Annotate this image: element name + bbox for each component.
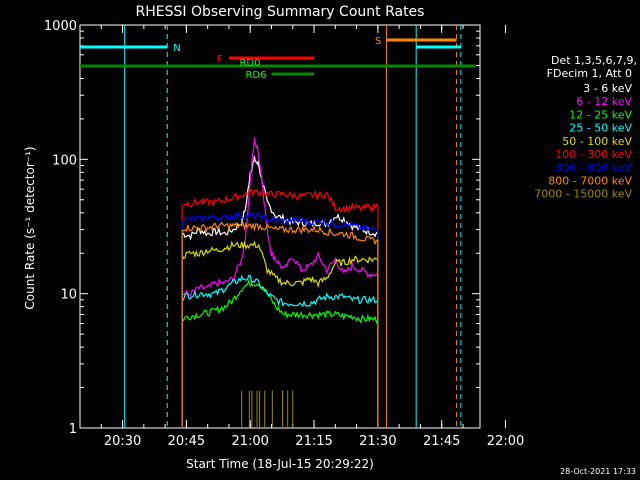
x-tick-label: 21:15 xyxy=(295,434,332,449)
x-tick-label: 21:45 xyxy=(423,434,460,449)
x-tick-label: 21:00 xyxy=(231,434,268,449)
legend-entry: 7000 - 15000 keV xyxy=(534,188,632,201)
series-line-5 xyxy=(181,187,379,428)
series-line-0 xyxy=(181,156,379,428)
legend-entry: 6 - 12 keV xyxy=(576,95,632,108)
y-tick-label: 1 xyxy=(69,422,77,437)
legend-entry: 3 - 6 keV xyxy=(583,82,632,95)
legend-entry: 12 - 25 keV xyxy=(569,108,632,121)
plot-frame xyxy=(79,24,481,429)
y-tick-label: 10 xyxy=(60,288,77,303)
flag-label: RD0 xyxy=(239,58,260,69)
series-line-1 xyxy=(181,137,379,428)
x-tick-label: 20:45 xyxy=(168,434,205,449)
plot-layer: 1 10 100 1000 20:30 20:45 21:00 21:15 21:30 21:45… xyxy=(44,19,633,449)
y-tick-label: 1000 xyxy=(44,19,77,34)
legend-entry: 800 - 7000 keV xyxy=(548,174,632,187)
x-tick-label: 22:00 xyxy=(487,434,524,449)
series-line-4 xyxy=(181,240,379,428)
y-axis-label: Count Rate (s⁻¹ detector⁻¹) xyxy=(23,146,37,309)
x-tick-label: 20:30 xyxy=(104,434,141,449)
flag-label: S xyxy=(375,36,381,47)
legend-subtitle: FDecim 1, Att 0 xyxy=(547,67,632,80)
legend-title: Det 1,3,5,6,7,9, xyxy=(551,54,637,67)
series-line-2 xyxy=(181,278,379,428)
flag-label: RD6 xyxy=(245,70,266,81)
flag-label: N xyxy=(173,43,180,54)
series-line-7 xyxy=(181,221,379,428)
x-tick-label: 21:30 xyxy=(359,434,396,449)
legend-entry: 50 - 100 keV xyxy=(562,135,632,148)
legend-entry: 25 - 50 keV xyxy=(569,122,632,135)
y-tick-label: 100 xyxy=(52,153,77,168)
x-axis-label: Start Time (18-Jul-15 20:29:22) xyxy=(186,457,374,471)
timestamp: 28-Oct-2021 17:33 xyxy=(560,467,636,476)
chart-title: RHESSI Observing Summary Count Rates xyxy=(136,4,425,20)
flag-label: F xyxy=(217,54,223,65)
series-line-6 xyxy=(181,210,379,428)
series-line-3 xyxy=(181,274,379,428)
legend-entry: 100 - 300 keV xyxy=(555,148,632,161)
legend-entry: 300 - 800 keV xyxy=(555,161,632,174)
